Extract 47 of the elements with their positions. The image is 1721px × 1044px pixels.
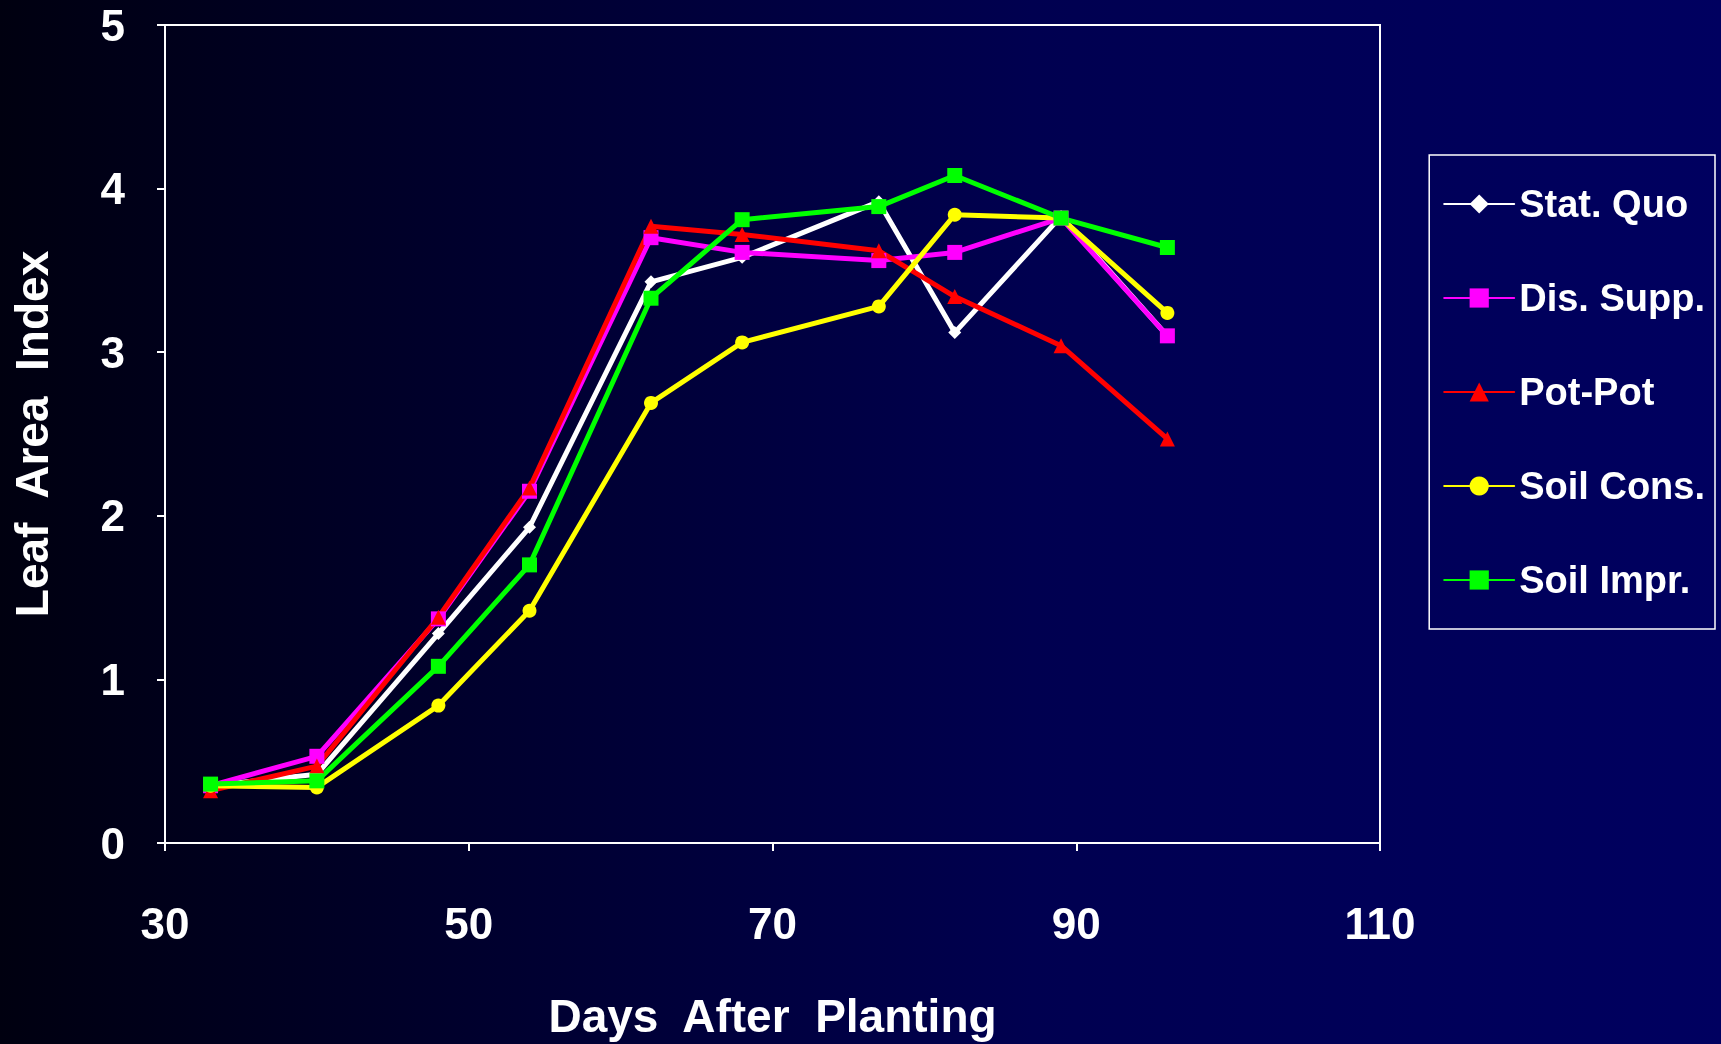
y-tick-label: 3 (100, 327, 125, 377)
y-tick-label: 1 (100, 654, 125, 704)
point (1159, 240, 1175, 255)
legend-label: Soil Cons. (1519, 465, 1706, 507)
point (734, 212, 750, 228)
point (735, 335, 750, 350)
legend-label: Soil Impr. (1519, 559, 1691, 601)
point (644, 275, 658, 289)
x-tick-label: 50 (444, 898, 494, 948)
point (431, 698, 446, 713)
point (643, 290, 659, 306)
point (309, 748, 325, 764)
x-tick-label: 90 (1051, 898, 1101, 948)
point (643, 218, 659, 234)
point (430, 658, 446, 674)
point (948, 326, 962, 340)
x-tick-label: 110 (1344, 898, 1416, 948)
point (1159, 431, 1175, 447)
point (947, 289, 963, 305)
legend-label: Stat. Quo (1519, 183, 1689, 225)
x-axis-title: Days After Planting (548, 990, 997, 1042)
point (734, 244, 750, 260)
y-tick-label: 5 (100, 0, 125, 50)
point (1160, 305, 1175, 320)
x-tick-label: 70 (748, 898, 797, 948)
point (1053, 338, 1069, 354)
x-tick-label: 30 (140, 898, 190, 948)
y-axis-title: Leaf Area Index (6, 250, 58, 618)
point (947, 207, 962, 222)
point (947, 168, 963, 184)
point (734, 226, 750, 242)
point (947, 244, 963, 260)
point (522, 603, 537, 618)
point (309, 758, 325, 774)
point (522, 557, 537, 573)
y-tick-label: 0 (100, 818, 125, 868)
point (871, 243, 887, 259)
point (309, 773, 325, 789)
y-tick-label: 2 (100, 491, 125, 541)
point (431, 627, 445, 641)
point (871, 199, 887, 215)
y-tick-label: 4 (100, 164, 126, 214)
point (871, 299, 886, 314)
legend-label: Pot-Pot (1519, 371, 1655, 413)
point (644, 395, 658, 410)
legend-label: Dis. Supp. (1519, 277, 1706, 319)
point (523, 520, 536, 534)
